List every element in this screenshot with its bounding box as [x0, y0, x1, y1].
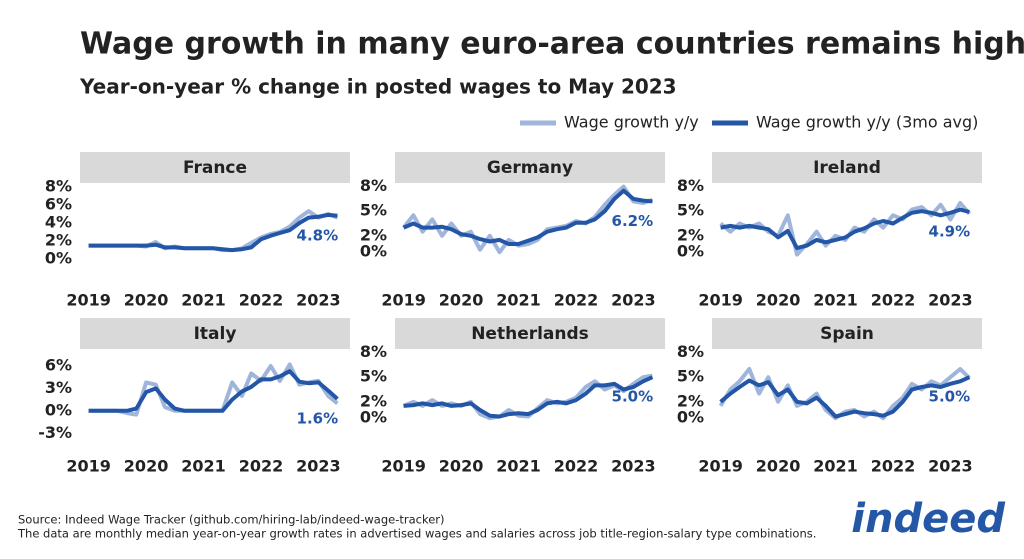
y-tick-label: 2% [360, 391, 387, 410]
legend-label: Wage growth y/y (3mo avg) [756, 113, 978, 132]
x-tick-label: 2022 [554, 291, 599, 310]
y-tick-label: 8% [677, 176, 704, 195]
x-tick-label: 2021 [813, 457, 858, 476]
series-line [88, 362, 339, 417]
y-tick-label: 0% [360, 242, 387, 261]
x-tick-label: 2023 [296, 457, 341, 476]
x-tick-label: 2021 [181, 291, 226, 310]
x-tick-label: 2023 [611, 457, 656, 476]
y-tick-label: 5% [677, 201, 704, 220]
y-tick-label: 8% [45, 176, 72, 195]
panel-strip [80, 318, 350, 349]
value-label: 1.6% [297, 409, 339, 427]
x-tick-label: 2020 [124, 457, 169, 476]
x-tick-label: 2019 [698, 457, 743, 476]
x-tick-label: 2022 [871, 291, 916, 310]
x-tick-label: 2022 [239, 291, 284, 310]
x-tick-label: 2021 [813, 291, 858, 310]
x-tick-label: 2023 [296, 291, 341, 310]
panel-strip [395, 152, 665, 183]
x-tick-label: 2021 [496, 457, 541, 476]
x-tick-label: 2023 [611, 291, 656, 310]
chart-title: Wage growth in many euro-area countries … [80, 27, 1024, 62]
y-tick-label: 8% [360, 342, 387, 361]
y-tick-label: 2% [677, 225, 704, 244]
x-tick-label: 2020 [439, 291, 484, 310]
x-tick-label: 2020 [756, 457, 801, 476]
series-line [719, 375, 971, 419]
panel-title: Netherlands [471, 324, 589, 344]
x-tick-label: 2020 [439, 457, 484, 476]
y-tick-label: 8% [677, 342, 704, 361]
x-tick-label: 2023 [928, 291, 973, 310]
x-tick-label: 2021 [181, 457, 226, 476]
panel-strip [712, 318, 982, 349]
series-line [88, 212, 338, 253]
x-tick-label: 2022 [871, 457, 916, 476]
panel-title: Germany [487, 158, 573, 178]
y-tick-label: 2% [360, 225, 387, 244]
series-line [402, 188, 653, 246]
x-tick-label: 2019 [381, 291, 426, 310]
y-tick-label: 2% [45, 231, 72, 250]
y-tick-label: 0% [677, 408, 704, 427]
source: Source: Indeed Wage Tracker (github.com/… [18, 513, 445, 527]
x-tick-label: 2022 [554, 457, 599, 476]
y-tick-label: -3% [38, 423, 72, 442]
y-tick-label: 6% [45, 194, 72, 213]
y-tick-label: 0% [45, 249, 72, 268]
value-label: 4.8% [297, 226, 339, 244]
series-line [88, 369, 339, 413]
y-tick-label: 0% [360, 408, 387, 427]
y-tick-label: 3% [45, 378, 72, 397]
x-tick-label: 2019 [66, 291, 111, 310]
note: The data are monthly median year-on-year… [17, 527, 816, 541]
y-tick-label: 2% [677, 391, 704, 410]
x-tick-label: 2019 [66, 457, 111, 476]
panel-strip [80, 152, 350, 183]
x-tick-label: 2019 [381, 457, 426, 476]
y-tick-label: 5% [360, 201, 387, 220]
x-tick-label: 2021 [496, 291, 541, 310]
y-tick-label: 0% [45, 400, 72, 419]
chart-subtitle: Year-on-year % change in posted wages to… [79, 75, 677, 99]
series-line [402, 184, 654, 255]
x-tick-label: 2020 [124, 291, 169, 310]
panel-title: Italy [194, 324, 237, 344]
panel-title: Spain [820, 324, 874, 344]
x-tick-label: 2023 [928, 457, 973, 476]
x-tick-label: 2019 [698, 291, 743, 310]
value-label: 5.0% [612, 388, 654, 406]
series-line [720, 207, 970, 251]
logo: indeed [851, 496, 1005, 542]
y-tick-label: 5% [677, 367, 704, 386]
y-tick-label: 8% [360, 176, 387, 195]
x-tick-label: 2020 [756, 291, 801, 310]
series-line [403, 375, 654, 419]
value-label: 6.2% [612, 212, 654, 230]
panel-strip [712, 152, 982, 183]
y-tick-label: 6% [45, 355, 72, 374]
y-tick-label: 0% [677, 242, 704, 261]
value-label: 4.9% [929, 223, 971, 241]
panel-title: Ireland [813, 158, 881, 178]
legend-label: Wage growth y/y [564, 113, 699, 132]
panel-strip [395, 318, 665, 349]
panel-title: France [183, 158, 247, 178]
y-tick-label: 5% [360, 367, 387, 386]
y-tick-label: 4% [45, 213, 72, 232]
value-label: 5.0% [929, 388, 971, 406]
x-tick-label: 2022 [239, 457, 284, 476]
